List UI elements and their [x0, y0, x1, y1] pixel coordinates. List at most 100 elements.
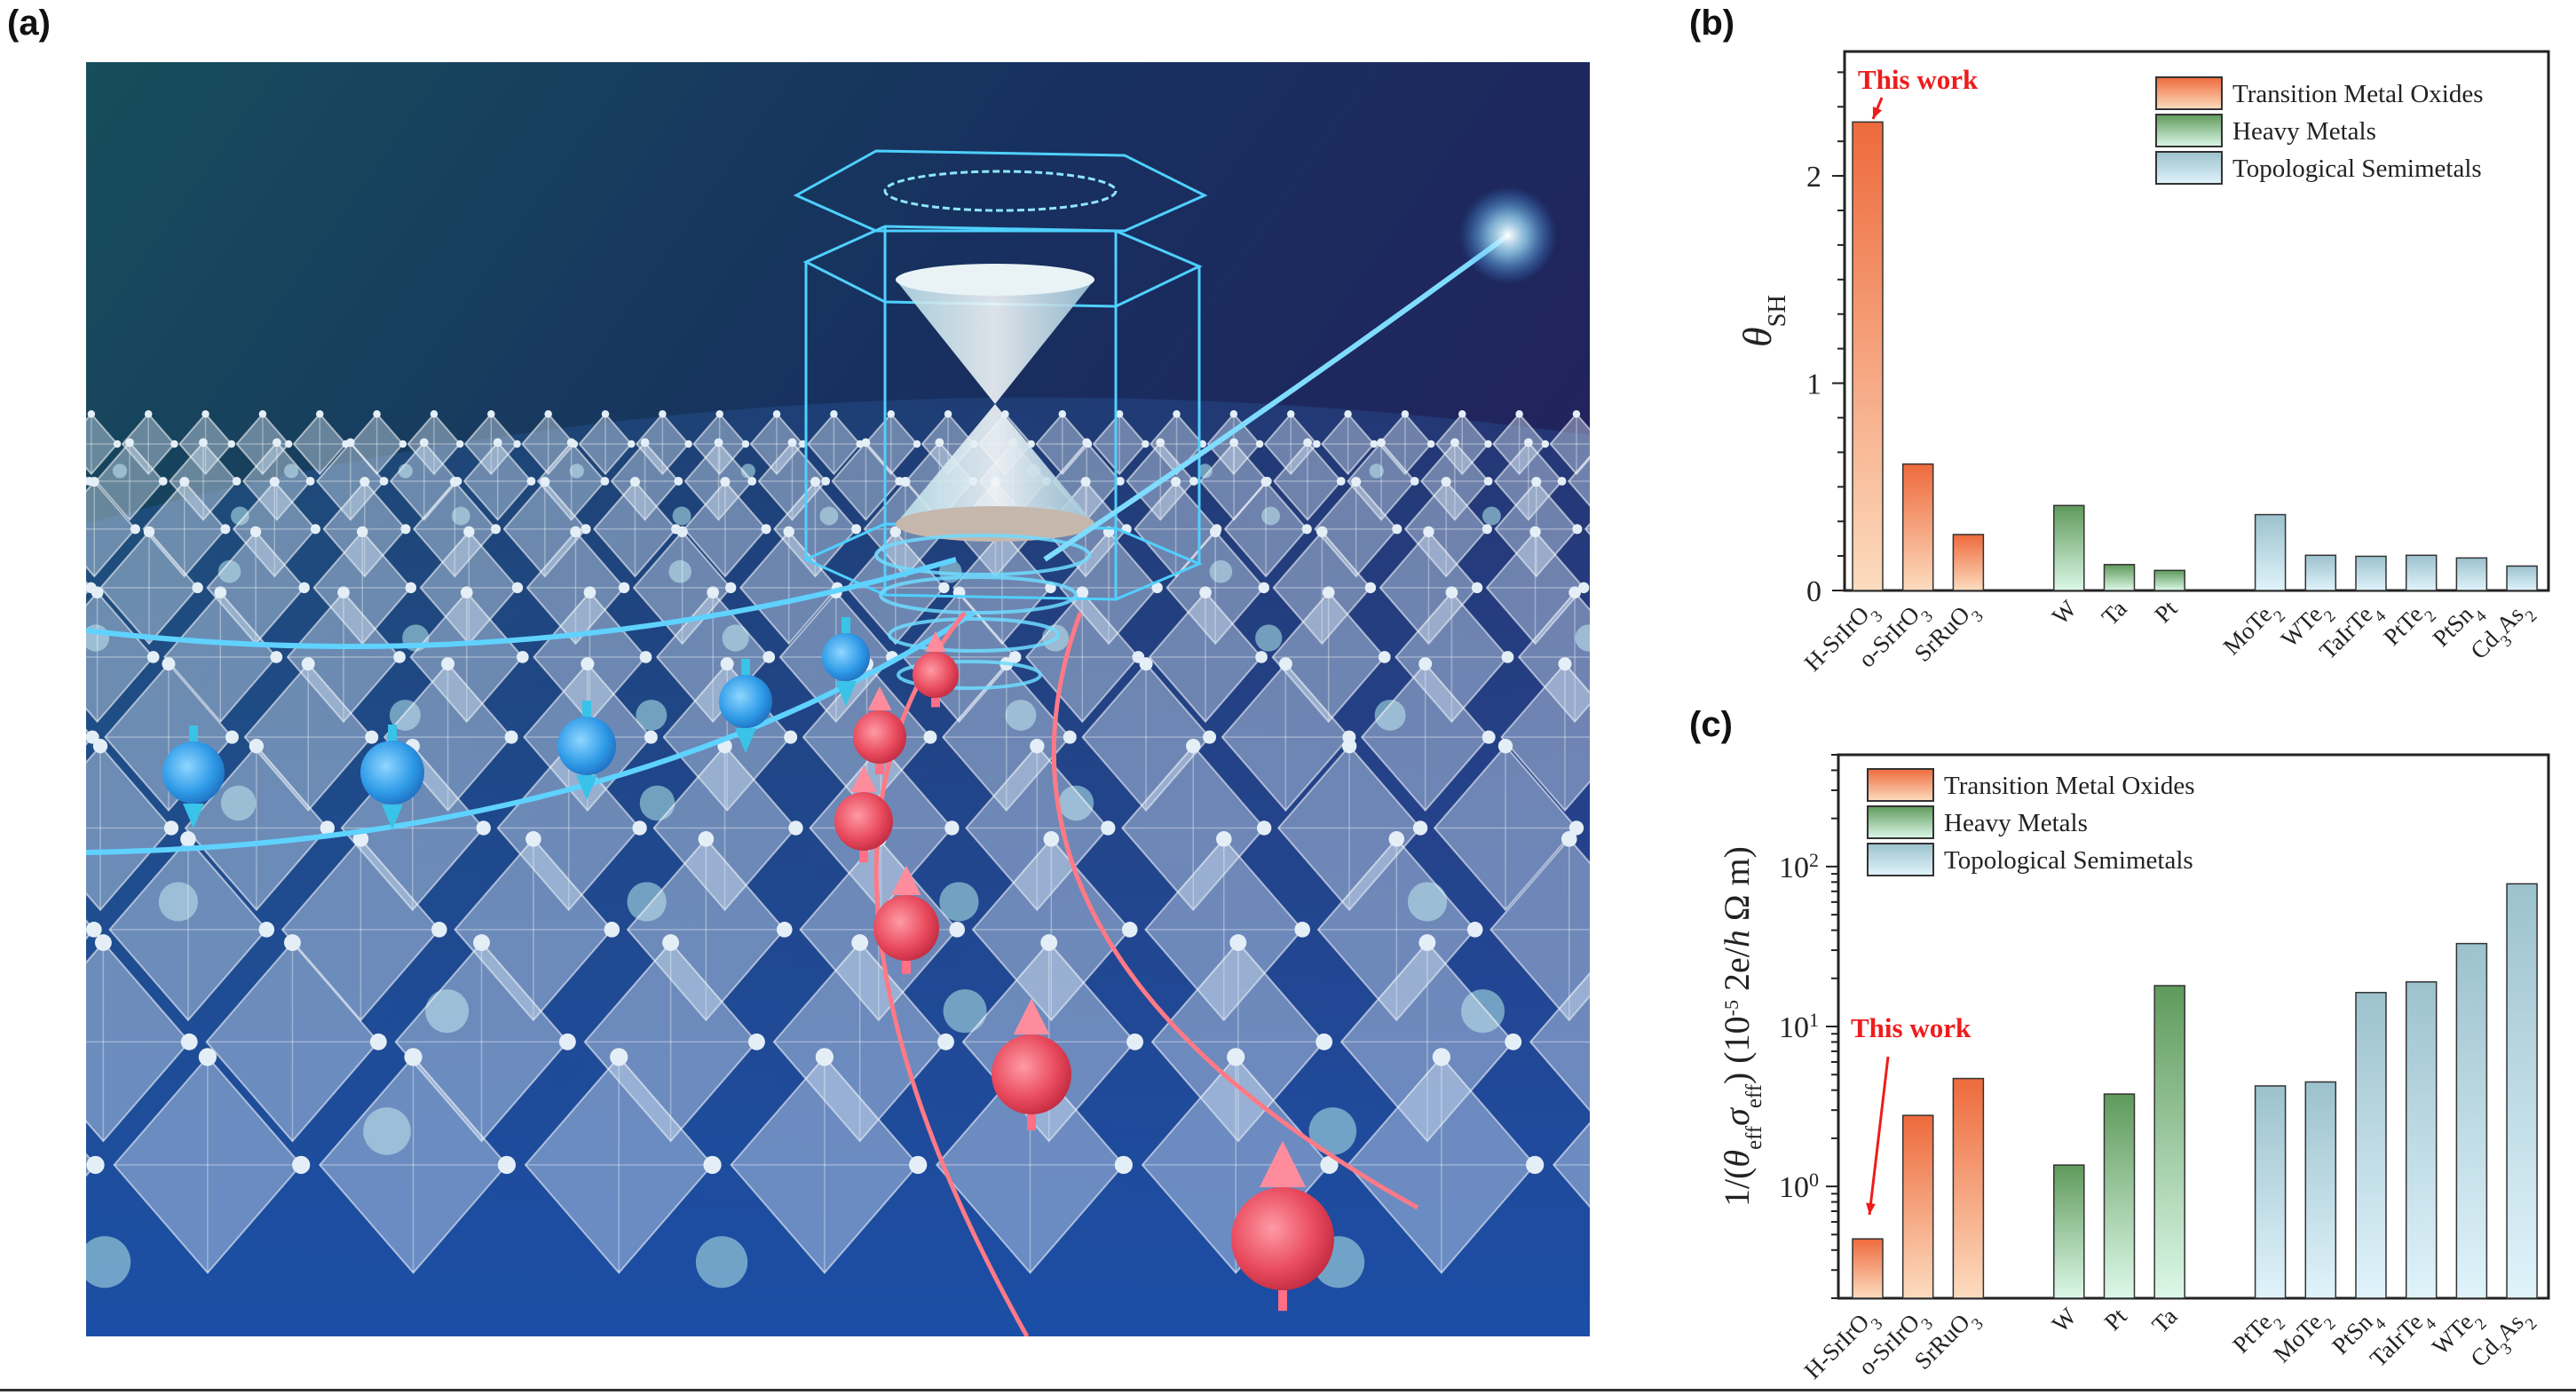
octahedron — [965, 739, 1116, 912]
legend-label: Transition Metal Oxides — [2232, 80, 2483, 108]
octahedron — [1320, 410, 1384, 479]
legend-label: Topological Semimetals — [1944, 846, 2193, 875]
octahedron — [652, 739, 803, 912]
octahedron — [281, 831, 470, 1034]
octahedron — [684, 438, 757, 521]
bar-srruo3 — [1952, 534, 1985, 591]
legend-swatch — [2155, 76, 2223, 110]
octahedron — [749, 410, 807, 476]
octahedron — [626, 831, 793, 1022]
bar-h-sriro3 — [1852, 1238, 1884, 1299]
y-axis-label: 1/(θeffσeff) (10-5 2e/h Ω m) — [1717, 846, 1766, 1207]
octahedron — [536, 438, 610, 521]
bar-wte2 — [2455, 942, 2488, 1299]
arrow-down-icon — [183, 804, 204, 828]
octahedron — [86, 919, 102, 940]
octahedra-lattice — [86, 410, 1590, 1288]
y-tick-label: 102 — [1779, 848, 1819, 884]
spin-down-electron — [360, 725, 424, 829]
octahedron — [168, 438, 249, 526]
octahedron — [389, 438, 470, 526]
octahedron — [1092, 410, 1150, 476]
octahedron — [1148, 586, 1268, 724]
octahedron — [463, 410, 521, 476]
octahedron — [315, 438, 389, 521]
octahedron — [108, 831, 275, 1022]
legend-swatch — [2155, 114, 2223, 147]
octahedron — [205, 934, 411, 1155]
octahedron — [1403, 476, 1492, 578]
octahedron — [806, 410, 864, 476]
octahedron — [1316, 831, 1505, 1034]
octahedron — [1529, 971, 1590, 1113]
spin-down-current — [86, 557, 976, 855]
octahedron — [1144, 831, 1310, 1022]
octahedron — [86, 934, 198, 1143]
lattice-floor — [86, 397, 1590, 1336]
legend-swatch — [1867, 843, 1934, 876]
x-tick-label: SrRuO3 — [1909, 595, 1987, 673]
spin-down-electron — [719, 659, 772, 753]
octahedron — [524, 1048, 748, 1288]
octahedron — [1360, 657, 1496, 812]
arrow-down-icon — [835, 681, 857, 706]
octahedron — [1395, 586, 1514, 724]
octahedron — [454, 831, 620, 1022]
octahedron — [1221, 657, 1356, 812]
bar-ptsn4 — [2355, 992, 2387, 1299]
arrow-down-icon — [735, 728, 756, 753]
legend-label: Transition Metal Oxides — [1944, 772, 2194, 800]
octahedron — [525, 526, 630, 646]
octahedron — [1314, 476, 1403, 578]
light-streak — [1043, 233, 1510, 562]
bar-mote2 — [2254, 513, 2287, 591]
octahedron — [864, 410, 921, 476]
bottom-rule — [0, 1389, 2576, 1391]
octahedron — [941, 657, 1094, 821]
bar-tairte4 — [2405, 981, 2438, 1299]
octahedron — [86, 410, 128, 479]
y-tick-label: 0 — [1806, 575, 1821, 608]
arrow-up-icon — [850, 765, 877, 792]
octahedron — [1271, 586, 1406, 731]
octahedron — [1120, 739, 1272, 912]
bar-tairte4 — [2355, 555, 2387, 591]
octahedron — [971, 831, 1138, 1022]
bar-mote2 — [2304, 1081, 2337, 1299]
octahedron — [739, 526, 843, 646]
ring-icon — [883, 170, 1118, 212]
octahedron — [1489, 831, 1590, 1022]
octahedron — [1433, 739, 1584, 912]
spin-up-electron — [873, 865, 939, 974]
bar-o-sriro3 — [1901, 1114, 1934, 1299]
octahedron — [610, 438, 691, 526]
bar-pt — [2103, 1093, 2136, 1299]
octahedron — [243, 657, 379, 812]
octahedron — [292, 410, 350, 476]
spin-up-electron — [1231, 1140, 1334, 1312]
arrow-down-icon — [576, 775, 597, 800]
octahedron — [583, 934, 765, 1143]
x-tick-label: Pt — [2099, 1303, 2132, 1336]
octahedron — [1273, 438, 1346, 521]
octahedron — [1379, 526, 1483, 646]
arrow-up-icon — [867, 686, 892, 710]
octahedron — [232, 476, 320, 578]
octahedron — [1378, 410, 1435, 476]
legend-swatch — [1867, 805, 1934, 839]
octahedron — [578, 410, 636, 476]
arrow-up-icon — [925, 630, 946, 652]
octahedron — [409, 586, 529, 724]
spin-up-electron — [853, 686, 906, 774]
octahedron — [757, 438, 839, 526]
octahedron — [99, 526, 203, 646]
octahedron — [1081, 657, 1217, 812]
octahedron — [184, 739, 335, 912]
bar-ptte2 — [2405, 554, 2438, 591]
legend-swatch — [1867, 768, 1934, 802]
legend-label: Heavy Metals — [2232, 117, 2376, 146]
bar-o-sriro3 — [1901, 463, 1934, 591]
octahedron — [1567, 455, 1590, 507]
octahedron — [1552, 1122, 1590, 1209]
